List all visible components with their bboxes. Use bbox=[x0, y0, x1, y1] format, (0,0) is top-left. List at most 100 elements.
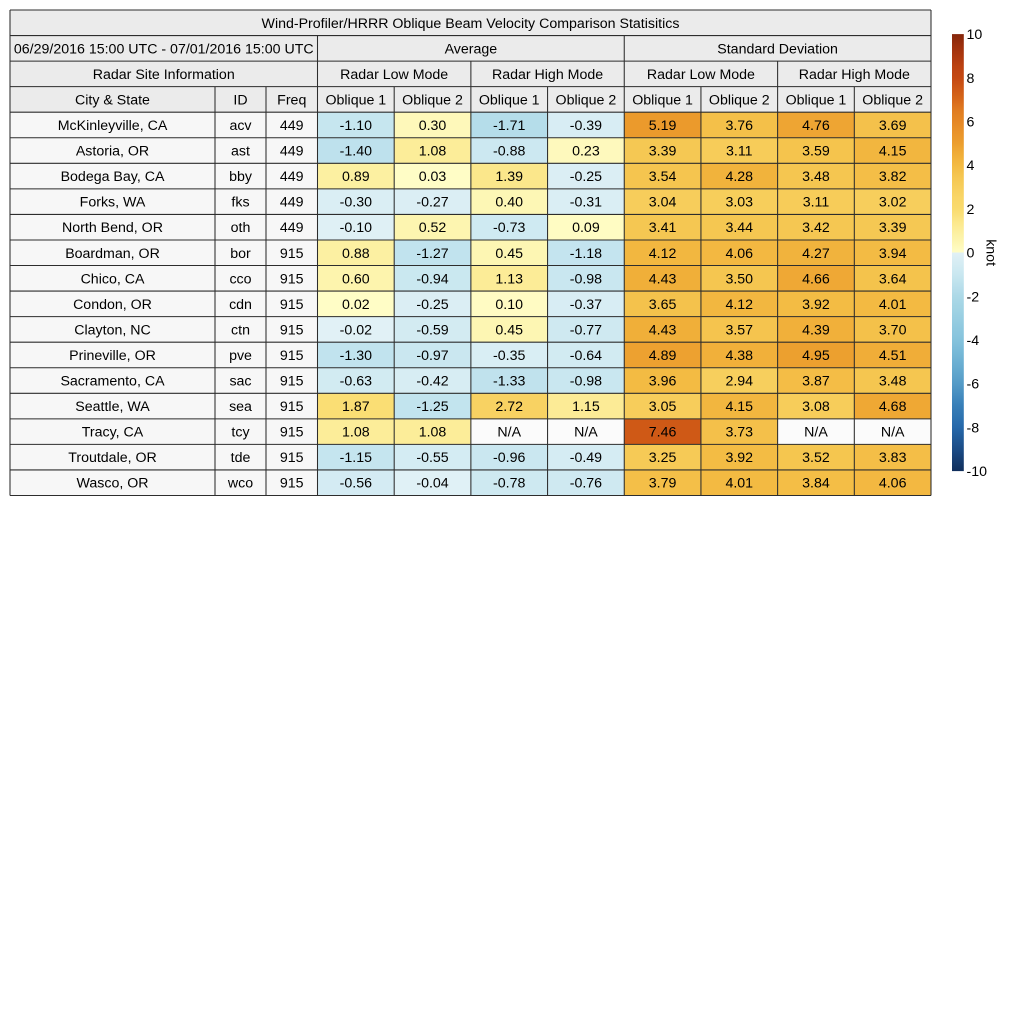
svg-text:3.84: 3.84 bbox=[802, 476, 830, 492]
svg-text:4.27: 4.27 bbox=[802, 246, 830, 262]
svg-text:-0.88: -0.88 bbox=[493, 144, 525, 160]
svg-text:3.48: 3.48 bbox=[879, 374, 907, 390]
svg-text:4.51: 4.51 bbox=[879, 348, 907, 364]
svg-text:4.15: 4.15 bbox=[725, 399, 753, 415]
svg-text:3.50: 3.50 bbox=[725, 271, 753, 287]
svg-text:3.42: 3.42 bbox=[802, 220, 830, 236]
svg-text:3.92: 3.92 bbox=[802, 297, 830, 313]
svg-text:-0.27: -0.27 bbox=[416, 195, 448, 211]
svg-text:3.25: 3.25 bbox=[649, 450, 677, 466]
svg-text:915: 915 bbox=[280, 425, 304, 441]
svg-text:915: 915 bbox=[280, 246, 304, 262]
svg-text:-0.59: -0.59 bbox=[416, 322, 448, 338]
svg-text:-4: -4 bbox=[967, 333, 980, 349]
svg-text:Standard Deviation: Standard Deviation bbox=[717, 41, 838, 57]
svg-text:-0.55: -0.55 bbox=[416, 450, 448, 466]
svg-text:2.72: 2.72 bbox=[495, 399, 523, 415]
svg-text:Wind-Profiler/HRRR Oblique Bea: Wind-Profiler/HRRR Oblique Beam Velocity… bbox=[262, 16, 680, 32]
svg-text:0.88: 0.88 bbox=[342, 246, 370, 262]
svg-text:4.43: 4.43 bbox=[649, 322, 677, 338]
svg-text:0.89: 0.89 bbox=[342, 169, 370, 185]
svg-text:Radar Low Mode: Radar Low Mode bbox=[647, 67, 755, 83]
svg-text:915: 915 bbox=[280, 348, 304, 364]
svg-text:3.82: 3.82 bbox=[879, 169, 907, 185]
svg-text:-0.25: -0.25 bbox=[416, 297, 448, 313]
svg-text:0.40: 0.40 bbox=[495, 195, 523, 211]
svg-text:Oblique 2: Oblique 2 bbox=[556, 92, 617, 108]
svg-text:1.39: 1.39 bbox=[495, 169, 523, 185]
svg-text:bby: bby bbox=[229, 169, 253, 185]
svg-text:Radar High Mode: Radar High Mode bbox=[492, 67, 603, 83]
svg-text:0.30: 0.30 bbox=[419, 118, 447, 134]
svg-text:3.05: 3.05 bbox=[649, 399, 677, 415]
svg-text:Forks, WA: Forks, WA bbox=[80, 195, 146, 211]
svg-text:915: 915 bbox=[280, 476, 304, 492]
svg-text:N/A: N/A bbox=[574, 425, 598, 441]
svg-text:5.19: 5.19 bbox=[649, 118, 677, 134]
svg-text:4.68: 4.68 bbox=[879, 399, 907, 415]
svg-text:-0.98: -0.98 bbox=[570, 374, 602, 390]
svg-text:3.92: 3.92 bbox=[725, 450, 753, 466]
svg-text:-0.94: -0.94 bbox=[416, 271, 448, 287]
svg-text:0: 0 bbox=[967, 246, 975, 262]
svg-text:915: 915 bbox=[280, 322, 304, 338]
svg-text:Boardman, OR: Boardman, OR bbox=[65, 246, 160, 262]
svg-text:4.28: 4.28 bbox=[725, 169, 753, 185]
svg-text:fks: fks bbox=[231, 195, 249, 211]
svg-text:N/A: N/A bbox=[497, 425, 521, 441]
svg-text:915: 915 bbox=[280, 271, 304, 287]
svg-text:1.87: 1.87 bbox=[342, 399, 370, 415]
svg-text:0.45: 0.45 bbox=[495, 246, 523, 262]
svg-text:-1.30: -1.30 bbox=[340, 348, 372, 364]
svg-text:3.59: 3.59 bbox=[802, 144, 830, 160]
svg-text:Average: Average bbox=[445, 41, 498, 57]
svg-text:915: 915 bbox=[280, 399, 304, 415]
svg-text:3.83: 3.83 bbox=[879, 450, 907, 466]
svg-text:Radar Low Mode: Radar Low Mode bbox=[340, 67, 448, 83]
svg-text:sac: sac bbox=[229, 374, 251, 390]
svg-text:-0.96: -0.96 bbox=[493, 450, 525, 466]
svg-text:-0.78: -0.78 bbox=[493, 476, 525, 492]
svg-text:4.39: 4.39 bbox=[802, 322, 830, 338]
svg-text:4.15: 4.15 bbox=[879, 144, 907, 160]
svg-text:-0.64: -0.64 bbox=[570, 348, 602, 364]
svg-text:-1.40: -1.40 bbox=[340, 144, 372, 160]
svg-text:915: 915 bbox=[280, 297, 304, 313]
svg-text:Clayton, NC: Clayton, NC bbox=[74, 322, 150, 338]
svg-text:4.38: 4.38 bbox=[725, 348, 753, 364]
svg-text:Oblique 1: Oblique 1 bbox=[325, 92, 386, 108]
svg-text:2: 2 bbox=[967, 202, 975, 218]
svg-text:Oblique 1: Oblique 1 bbox=[786, 92, 847, 108]
svg-text:4.89: 4.89 bbox=[649, 348, 677, 364]
svg-text:-0.63: -0.63 bbox=[340, 374, 372, 390]
svg-text:3.69: 3.69 bbox=[879, 118, 907, 134]
svg-text:-0.98: -0.98 bbox=[570, 271, 602, 287]
svg-text:0.45: 0.45 bbox=[495, 322, 523, 338]
svg-text:Astoria, OR: Astoria, OR bbox=[76, 144, 149, 160]
svg-text:3.04: 3.04 bbox=[649, 195, 677, 211]
svg-text:Chico, CA: Chico, CA bbox=[81, 271, 145, 287]
svg-text:3.57: 3.57 bbox=[725, 322, 753, 338]
svg-text:4.06: 4.06 bbox=[879, 476, 907, 492]
svg-text:3.39: 3.39 bbox=[879, 220, 907, 236]
svg-text:knot: knot bbox=[983, 239, 999, 266]
svg-text:3.54: 3.54 bbox=[649, 169, 677, 185]
svg-text:-0.39: -0.39 bbox=[570, 118, 602, 134]
svg-text:pve: pve bbox=[229, 348, 252, 364]
svg-text:3.44: 3.44 bbox=[725, 220, 753, 236]
svg-text:-1.10: -1.10 bbox=[340, 118, 372, 134]
svg-text:0.60: 0.60 bbox=[342, 271, 370, 287]
svg-text:-6: -6 bbox=[967, 377, 980, 393]
svg-text:8: 8 bbox=[967, 71, 975, 87]
svg-text:Oblique 2: Oblique 2 bbox=[709, 92, 770, 108]
svg-text:3.76: 3.76 bbox=[725, 118, 753, 134]
svg-text:3.41: 3.41 bbox=[649, 220, 677, 236]
svg-text:-1.33: -1.33 bbox=[493, 374, 525, 390]
svg-text:acv: acv bbox=[229, 118, 252, 134]
svg-text:North Bend, OR: North Bend, OR bbox=[62, 220, 163, 236]
svg-text:4.66: 4.66 bbox=[802, 271, 830, 287]
svg-text:3.52: 3.52 bbox=[802, 450, 830, 466]
svg-text:ast: ast bbox=[231, 144, 250, 160]
svg-text:ctn: ctn bbox=[231, 322, 250, 338]
svg-text:06/29/2016 15:00 UTC - 07/01/2: 06/29/2016 15:00 UTC - 07/01/2016 15:00 … bbox=[14, 41, 314, 57]
